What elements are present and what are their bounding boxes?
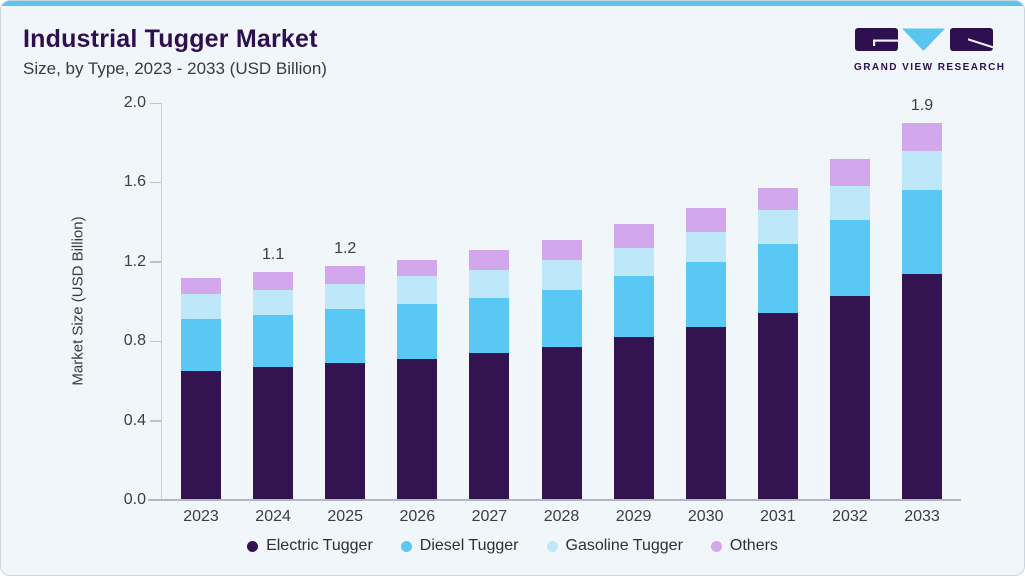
accent-top-bar	[1, 1, 1024, 6]
bar-segment-diesel-tugger-2025[interactable]	[325, 309, 366, 364]
bar-segment-electric-tugger-2033[interactable]	[902, 273, 942, 500]
y-tick-mark	[150, 102, 161, 104]
bar-segment-others-2032[interactable]	[829, 158, 870, 187]
bar-segment-electric-tugger-2029[interactable]	[613, 337, 654, 500]
bar-segment-electric-tugger-2030[interactable]	[685, 327, 726, 500]
legend-dot-icon	[247, 540, 259, 552]
bar-segment-gasoline-tugger-2033[interactable]	[902, 150, 942, 191]
x-tick-label-2024: 2024	[255, 508, 291, 525]
bar-segment-gasoline-tugger-2029[interactable]	[613, 247, 654, 276]
legend-item-others[interactable]: Others	[710, 537, 778, 555]
legend-label: Diesel Tugger	[419, 537, 519, 554]
bar-segment-diesel-tugger-2023[interactable]	[181, 319, 221, 371]
y-axis-title: Market Size (USD Billion)	[69, 216, 87, 386]
bar-segment-others-2024[interactable]	[253, 271, 294, 290]
bar-segment-others-2026[interactable]	[397, 259, 438, 276]
brand-name: GRAND VIEW RESEARCH	[854, 62, 1006, 73]
bar-segment-electric-tugger-2027[interactable]	[469, 353, 510, 500]
y-tick-mark	[150, 340, 161, 343]
bar-segment-others-2025[interactable]	[325, 265, 366, 284]
bar-segment-electric-tugger-2031[interactable]	[757, 313, 798, 500]
bar-segment-gasoline-tugger-2026[interactable]	[397, 275, 438, 304]
bar-segment-gasoline-tugger-2027[interactable]	[469, 269, 510, 298]
bar-segment-others-2030[interactable]	[685, 208, 726, 233]
bar-segment-others-2029[interactable]	[613, 224, 654, 248]
x-tick-label-2032: 2032	[832, 508, 868, 525]
x-tick-label-2033: 2033	[904, 508, 940, 525]
page-subtitle: Size, by Type, 2023 - 2033 (USD Billion)	[23, 59, 327, 78]
legend-item-diesel-tugger[interactable]: Diesel Tugger	[400, 537, 519, 555]
bar-segment-gasoline-tugger-2025[interactable]	[325, 283, 366, 310]
bar-segment-diesel-tugger-2032[interactable]	[829, 220, 870, 296]
y-tick-label: 1.6	[123, 173, 146, 191]
bar-segment-others-2027[interactable]	[469, 249, 510, 270]
x-tick-label-2028: 2028	[543, 508, 580, 525]
bar-segment-electric-tugger-2026[interactable]	[397, 359, 438, 500]
bar-segment-diesel-tugger-2031[interactable]	[757, 243, 798, 314]
y-tick-label: 0.8	[123, 332, 146, 350]
bar-total-label-2024: 1.1	[261, 245, 285, 263]
x-tick-label-2029: 2029	[615, 508, 652, 525]
y-tick-label: 1.2	[123, 252, 146, 270]
bar-segment-gasoline-tugger-2031[interactable]	[757, 210, 798, 244]
legend-dot-icon	[710, 540, 722, 552]
bar-segment-others-2031[interactable]	[757, 188, 798, 211]
bar-segment-electric-tugger-2028[interactable]	[541, 347, 582, 500]
bar-segment-gasoline-tugger-2030[interactable]	[685, 232, 726, 262]
bar-segment-electric-tugger-2023[interactable]	[181, 370, 221, 500]
bar-segment-electric-tugger-2032[interactable]	[829, 295, 870, 500]
y-tick-mark	[150, 261, 161, 263]
y-tick-label: 2.0	[123, 94, 146, 111]
bar-segment-diesel-tugger-2028[interactable]	[541, 289, 582, 348]
bar-segment-diesel-tugger-2030[interactable]	[685, 261, 726, 328]
bar-segment-diesel-tugger-2033[interactable]	[902, 190, 942, 274]
legend-label: Gasoline Tugger	[565, 537, 683, 554]
bar-segment-electric-tugger-2024[interactable]	[253, 367, 294, 500]
bar-segment-electric-tugger-2025[interactable]	[325, 363, 366, 500]
bar-segment-diesel-tugger-2027[interactable]	[469, 297, 510, 354]
x-tick-label-2030: 2030	[687, 508, 724, 525]
y-tick-label: 0.4	[123, 411, 146, 429]
y-tick-mark	[150, 181, 161, 184]
plot-area: 0.0 0.4 0.8 1.2 1.6 2.0 2023 1.1 2024 1.2 2025 2026…	[124, 95, 962, 525]
x-tick-label-2025: 2025	[327, 508, 363, 525]
y-tick-label: 0.0	[123, 491, 146, 508]
legend-item-gasoline-tugger[interactable]: Gasoline Tugger	[546, 537, 683, 555]
brand-logo: GRAND VIEW RESEARCH	[854, 28, 1006, 73]
bar-total-label-2025: 1.2	[334, 239, 357, 257]
bar-segment-others-2033[interactable]	[902, 122, 942, 151]
legend-dot-icon	[400, 540, 412, 552]
bar-segment-others-2028[interactable]	[541, 239, 582, 260]
bar-segment-diesel-tugger-2029[interactable]	[613, 275, 654, 338]
chart-header: Industrial Tugger Market Size, by Type, …	[23, 25, 327, 79]
bar-segment-diesel-tugger-2026[interactable]	[397, 303, 438, 360]
legend-item-electric-tugger[interactable]: Electric Tugger	[247, 537, 373, 555]
gvr-logo-icon	[854, 28, 993, 51]
page-title: Industrial Tugger Market	[23, 25, 318, 53]
x-tick-label-2023: 2023	[183, 508, 219, 525]
bar-segment-others-2023[interactable]	[181, 277, 221, 294]
x-tick-label-2027: 2027	[471, 508, 508, 525]
legend: Electric Tugger Diesel Tugger Gasoline Tug…	[1, 537, 1024, 555]
bar-segment-gasoline-tugger-2024[interactable]	[253, 289, 294, 316]
legend-label: Electric Tugger	[266, 537, 373, 554]
x-tick-label-2026: 2026	[399, 508, 436, 525]
x-tick-label-2031: 2031	[760, 508, 796, 525]
bar-segment-gasoline-tugger-2028[interactable]	[541, 259, 582, 290]
legend-dot-icon	[546, 540, 558, 552]
bar-segment-diesel-tugger-2024[interactable]	[253, 315, 294, 368]
bar-segment-gasoline-tugger-2023[interactable]	[181, 293, 221, 320]
y-tick-mark	[150, 420, 161, 422]
x-axis-line	[148, 499, 961, 501]
bar-total-label-2033: 1.9	[910, 96, 934, 114]
bar-segment-gasoline-tugger-2032[interactable]	[829, 186, 870, 221]
legend-label: Others	[729, 537, 778, 554]
